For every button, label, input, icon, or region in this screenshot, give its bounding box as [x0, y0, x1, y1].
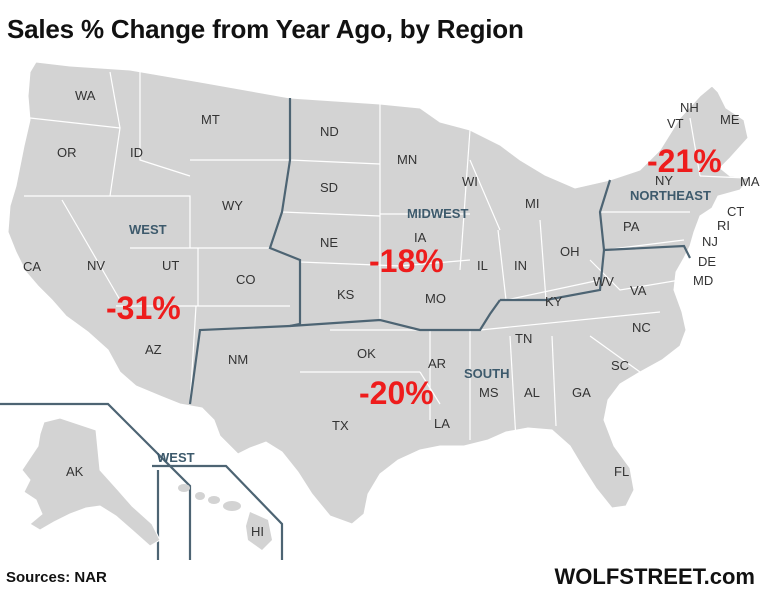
- state-label-NH: NH: [680, 100, 699, 115]
- state-label-SC: SC: [611, 358, 629, 373]
- state-label-KS: KS: [337, 287, 355, 302]
- brand-watermark: WOLFSTREET.com: [554, 564, 755, 589]
- us-landmass: [7, 61, 751, 525]
- state-label-ME: ME: [720, 112, 740, 127]
- hawaii-shape: [178, 484, 272, 550]
- state-label-NC: NC: [632, 320, 651, 335]
- state-label-PA: PA: [623, 219, 640, 234]
- state-label-MA: MA: [740, 174, 760, 189]
- hawaii-inset-frame: [152, 464, 284, 560]
- state-label-MD: MD: [693, 273, 713, 288]
- state-label-WA: WA: [75, 88, 96, 103]
- state-label-OK: OK: [357, 346, 376, 361]
- state-label-NY: NY: [655, 173, 673, 188]
- state-label-NM: NM: [228, 352, 248, 367]
- state-label-CA: CA: [23, 259, 41, 274]
- state-label-KY: KY: [545, 294, 563, 309]
- percent-change-west: -31%: [106, 290, 181, 326]
- state-label-ID: ID: [130, 145, 143, 160]
- state-label-OR: OR: [57, 145, 77, 160]
- state-label-HI: HI: [251, 524, 264, 539]
- state-label-NJ: NJ: [702, 234, 718, 249]
- state-label-NV: NV: [87, 258, 105, 273]
- region-label-west: WEST: [129, 222, 167, 237]
- alaska-inset-frame: [0, 402, 192, 560]
- state-label-MO: MO: [425, 291, 446, 306]
- state-label-GA: GA: [572, 385, 591, 400]
- state-label-MS: MS: [479, 385, 499, 400]
- region-label-midwest: MIDWEST: [407, 206, 468, 221]
- state-label-MN: MN: [397, 152, 417, 167]
- state-labels: WA OR CA ID NV MT WY UT CO AZ NM AK HI N…: [23, 88, 760, 539]
- map-title: Sales % Change from Year Ago, by Region: [7, 14, 524, 44]
- percent-change-midwest: -18%: [369, 243, 444, 279]
- state-label-VA: VA: [630, 283, 647, 298]
- region-label-northeast: NORTHEAST: [630, 188, 711, 203]
- state-label-TN: TN: [515, 331, 532, 346]
- percent-change-south: -20%: [359, 375, 434, 411]
- alaska-shape: [21, 417, 161, 547]
- state-label-LA: LA: [434, 416, 450, 431]
- source-note: Sources: NAR: [6, 569, 107, 586]
- state-label-WI: WI: [462, 174, 478, 189]
- state-label-DE: DE: [698, 254, 716, 269]
- state-label-WY: WY: [222, 198, 243, 213]
- state-label-WV: WV: [593, 274, 614, 289]
- state-label-VT: VT: [667, 116, 684, 131]
- state-label-FL: FL: [614, 464, 629, 479]
- state-label-NE: NE: [320, 235, 338, 250]
- state-label-CO: CO: [236, 272, 256, 287]
- state-label-IL: IL: [477, 258, 488, 273]
- state-label-AZ: AZ: [145, 342, 162, 357]
- state-label-CT: CT: [727, 204, 744, 219]
- state-label-AL: AL: [524, 385, 540, 400]
- state-label-MI: MI: [525, 196, 539, 211]
- state-label-AR: AR: [428, 356, 446, 371]
- region-label-south: SOUTH: [464, 366, 510, 381]
- state-label-SD: SD: [320, 180, 338, 195]
- state-label-IN: IN: [514, 258, 527, 273]
- state-label-TX: TX: [332, 418, 349, 433]
- state-label-UT: UT: [162, 258, 179, 273]
- region-label-west-inset: WEST: [157, 450, 195, 465]
- percent-change-northeast: -21%: [647, 143, 722, 179]
- state-label-IA: IA: [414, 230, 427, 245]
- state-label-AK: AK: [66, 464, 84, 479]
- state-label-ND: ND: [320, 124, 339, 139]
- region-borders: [188, 98, 691, 405]
- state-borders: [24, 71, 747, 441]
- state-label-RI: RI: [717, 218, 730, 233]
- state-label-MT: MT: [201, 112, 220, 127]
- state-label-OH: OH: [560, 244, 580, 259]
